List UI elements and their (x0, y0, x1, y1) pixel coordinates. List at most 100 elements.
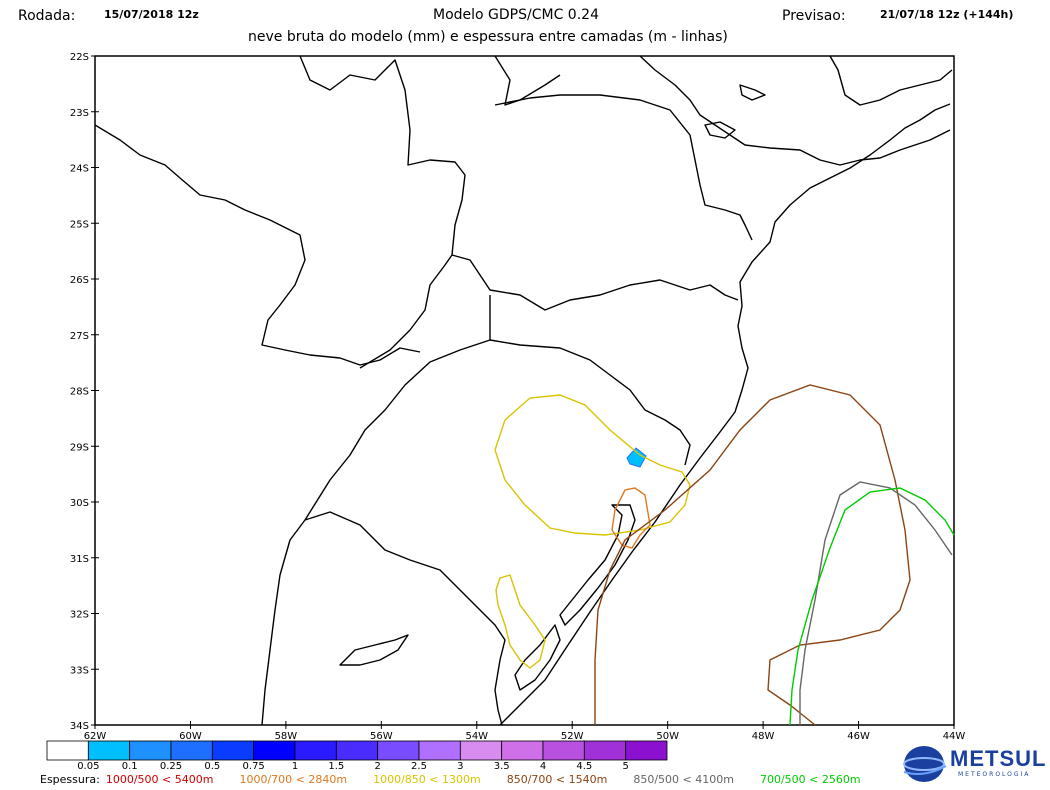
globe-icon (903, 746, 947, 782)
border-minas (639, 55, 951, 166)
colorbar-label: 3 (457, 761, 464, 772)
line-1000-700 (611, 487, 651, 549)
line-1000-850-b (495, 574, 546, 669)
lat-tick-label: 24S (70, 164, 89, 175)
border-paraguay-brazil (299, 55, 466, 256)
lon-tick-label: 48W (752, 731, 775, 742)
lat-tick-label: 30S (70, 498, 89, 509)
border-paraguay-argentina (94, 124, 421, 366)
colorbar-cell (583, 740, 627, 761)
colorbar-label: 4 (539, 761, 547, 772)
lat-tick-label: 34S (70, 721, 89, 732)
legend-item: 700/500 < 2560m (759, 773, 861, 786)
lon-tick-label: 58W (275, 731, 298, 742)
lon-tick-label: 56W (370, 731, 393, 742)
logo-sub: METEOROLOGIA (958, 771, 1031, 778)
lon-tick-label: 54W (465, 731, 488, 742)
colorbar-label: 1.5 (328, 761, 345, 772)
thickness-lines (494, 384, 955, 726)
colorbar-cell (87, 740, 131, 761)
colorbar-label: 3.5 (493, 761, 510, 772)
metsul-logo: METSUL METEOROLOGIA (900, 742, 1050, 788)
atlantic-coastline (499, 103, 951, 726)
lat-tick-label: 31S (70, 554, 89, 565)
colorbar-cell (418, 740, 461, 761)
snow-area (626, 447, 647, 468)
legend-item: 850/500 < 4100m (633, 773, 734, 786)
colorbar-cell (170, 740, 213, 761)
uruguay-lake (339, 634, 409, 666)
colorbar-cell (294, 740, 337, 761)
border-mato-grosso-sul (494, 55, 561, 106)
lat-tick-label: 26S (70, 275, 89, 286)
colorbar-cell (625, 740, 668, 761)
colorbar-label: 0.05 (77, 761, 100, 772)
lat-tick-label: 25S (70, 219, 89, 230)
colorbar-cell (335, 740, 379, 761)
colorbar-label: 0.5 (204, 761, 221, 772)
map-title: Modelo GDPS/CMC 0.24 (433, 7, 599, 23)
colorbar-label: 2 (374, 761, 381, 772)
border-rj (829, 55, 953, 106)
island (739, 84, 766, 101)
colorbar-label: 0.75 (242, 761, 265, 772)
lagoa-dos-patos (559, 504, 636, 626)
lat-tick-label: 23S (70, 108, 89, 119)
axis-ticks: 22S23S24S25S26S27S28S29S30S31S32S33S34S6… (70, 52, 965, 742)
colorbar-label: 1 (291, 761, 299, 772)
colorbar-cell (501, 740, 544, 761)
legend-item: 850/700 < 1540m (506, 773, 608, 786)
lat-tick-label: 28S (70, 387, 89, 398)
colorbar-cell (542, 740, 585, 761)
lon-tick-label: 44W (943, 731, 966, 742)
previsao-label: Previsao: (782, 8, 846, 24)
borders (94, 55, 953, 726)
colorbar-label: 0.1 (121, 761, 138, 772)
border-sc-rs (489, 295, 691, 466)
line-700-500 (789, 487, 955, 726)
border-rs-argentina (261, 339, 491, 726)
previsao-value: 21/07/18 12z (+144h) (880, 8, 1014, 21)
colorbar-cell (129, 740, 172, 761)
lat-tick-label: 29S (70, 442, 89, 453)
legend-item: 1000/850 < 1300m (373, 773, 481, 786)
lon-tick-label: 52W (561, 731, 584, 742)
lat-tick-label: 22S (70, 52, 89, 63)
map-frame (94, 55, 955, 726)
border-misiones (359, 254, 453, 369)
colorbar-label: 4.5 (576, 761, 593, 772)
colorbar-cell (459, 740, 503, 761)
legend-item: 1000/500 < 5400m (105, 773, 214, 786)
lat-tick-label: 32S (70, 610, 89, 621)
island (704, 121, 736, 139)
line-850-500 (799, 481, 953, 725)
border-pr-sc (451, 254, 739, 311)
legend-prefix: Espessura: (40, 773, 100, 786)
lon-tick-label: 60W (179, 731, 202, 742)
rodada-value: 15/07/2018 12z (104, 8, 199, 21)
rodada-label: Rodada: (18, 8, 76, 24)
lon-tick-label: 62W (84, 731, 107, 742)
logo-name: METSUL (950, 746, 1047, 771)
legend-item: 1000/700 < 2840m (239, 773, 348, 786)
colorbar (46, 740, 668, 761)
lon-tick-label: 46W (847, 731, 870, 742)
map-subtitle: neve bruta do modelo (mm) e espessura en… (248, 29, 728, 45)
colorbar-cell (46, 740, 89, 761)
colorbar-label: 5 (622, 761, 629, 772)
thickness-legend: Espessura: 1000/500 < 5400m 1000/700 < 284… (40, 773, 913, 786)
colorbar-cell (377, 740, 420, 761)
border-sp-pr (494, 94, 753, 241)
lat-tick-label: 33S (70, 665, 89, 676)
lon-tick-label: 50W (656, 731, 679, 742)
lat-tick-label: 27S (70, 331, 89, 342)
colorbar-label: 2.5 (411, 761, 427, 772)
colorbar-label: 0.25 (159, 761, 183, 772)
colorbar-cell (211, 740, 255, 761)
line-850-700 (594, 384, 911, 726)
lagoa-mirim (514, 624, 561, 691)
colorbar-cell (253, 740, 296, 761)
line-1000-850 (494, 394, 691, 536)
border-uruguay-brazil (304, 511, 506, 726)
